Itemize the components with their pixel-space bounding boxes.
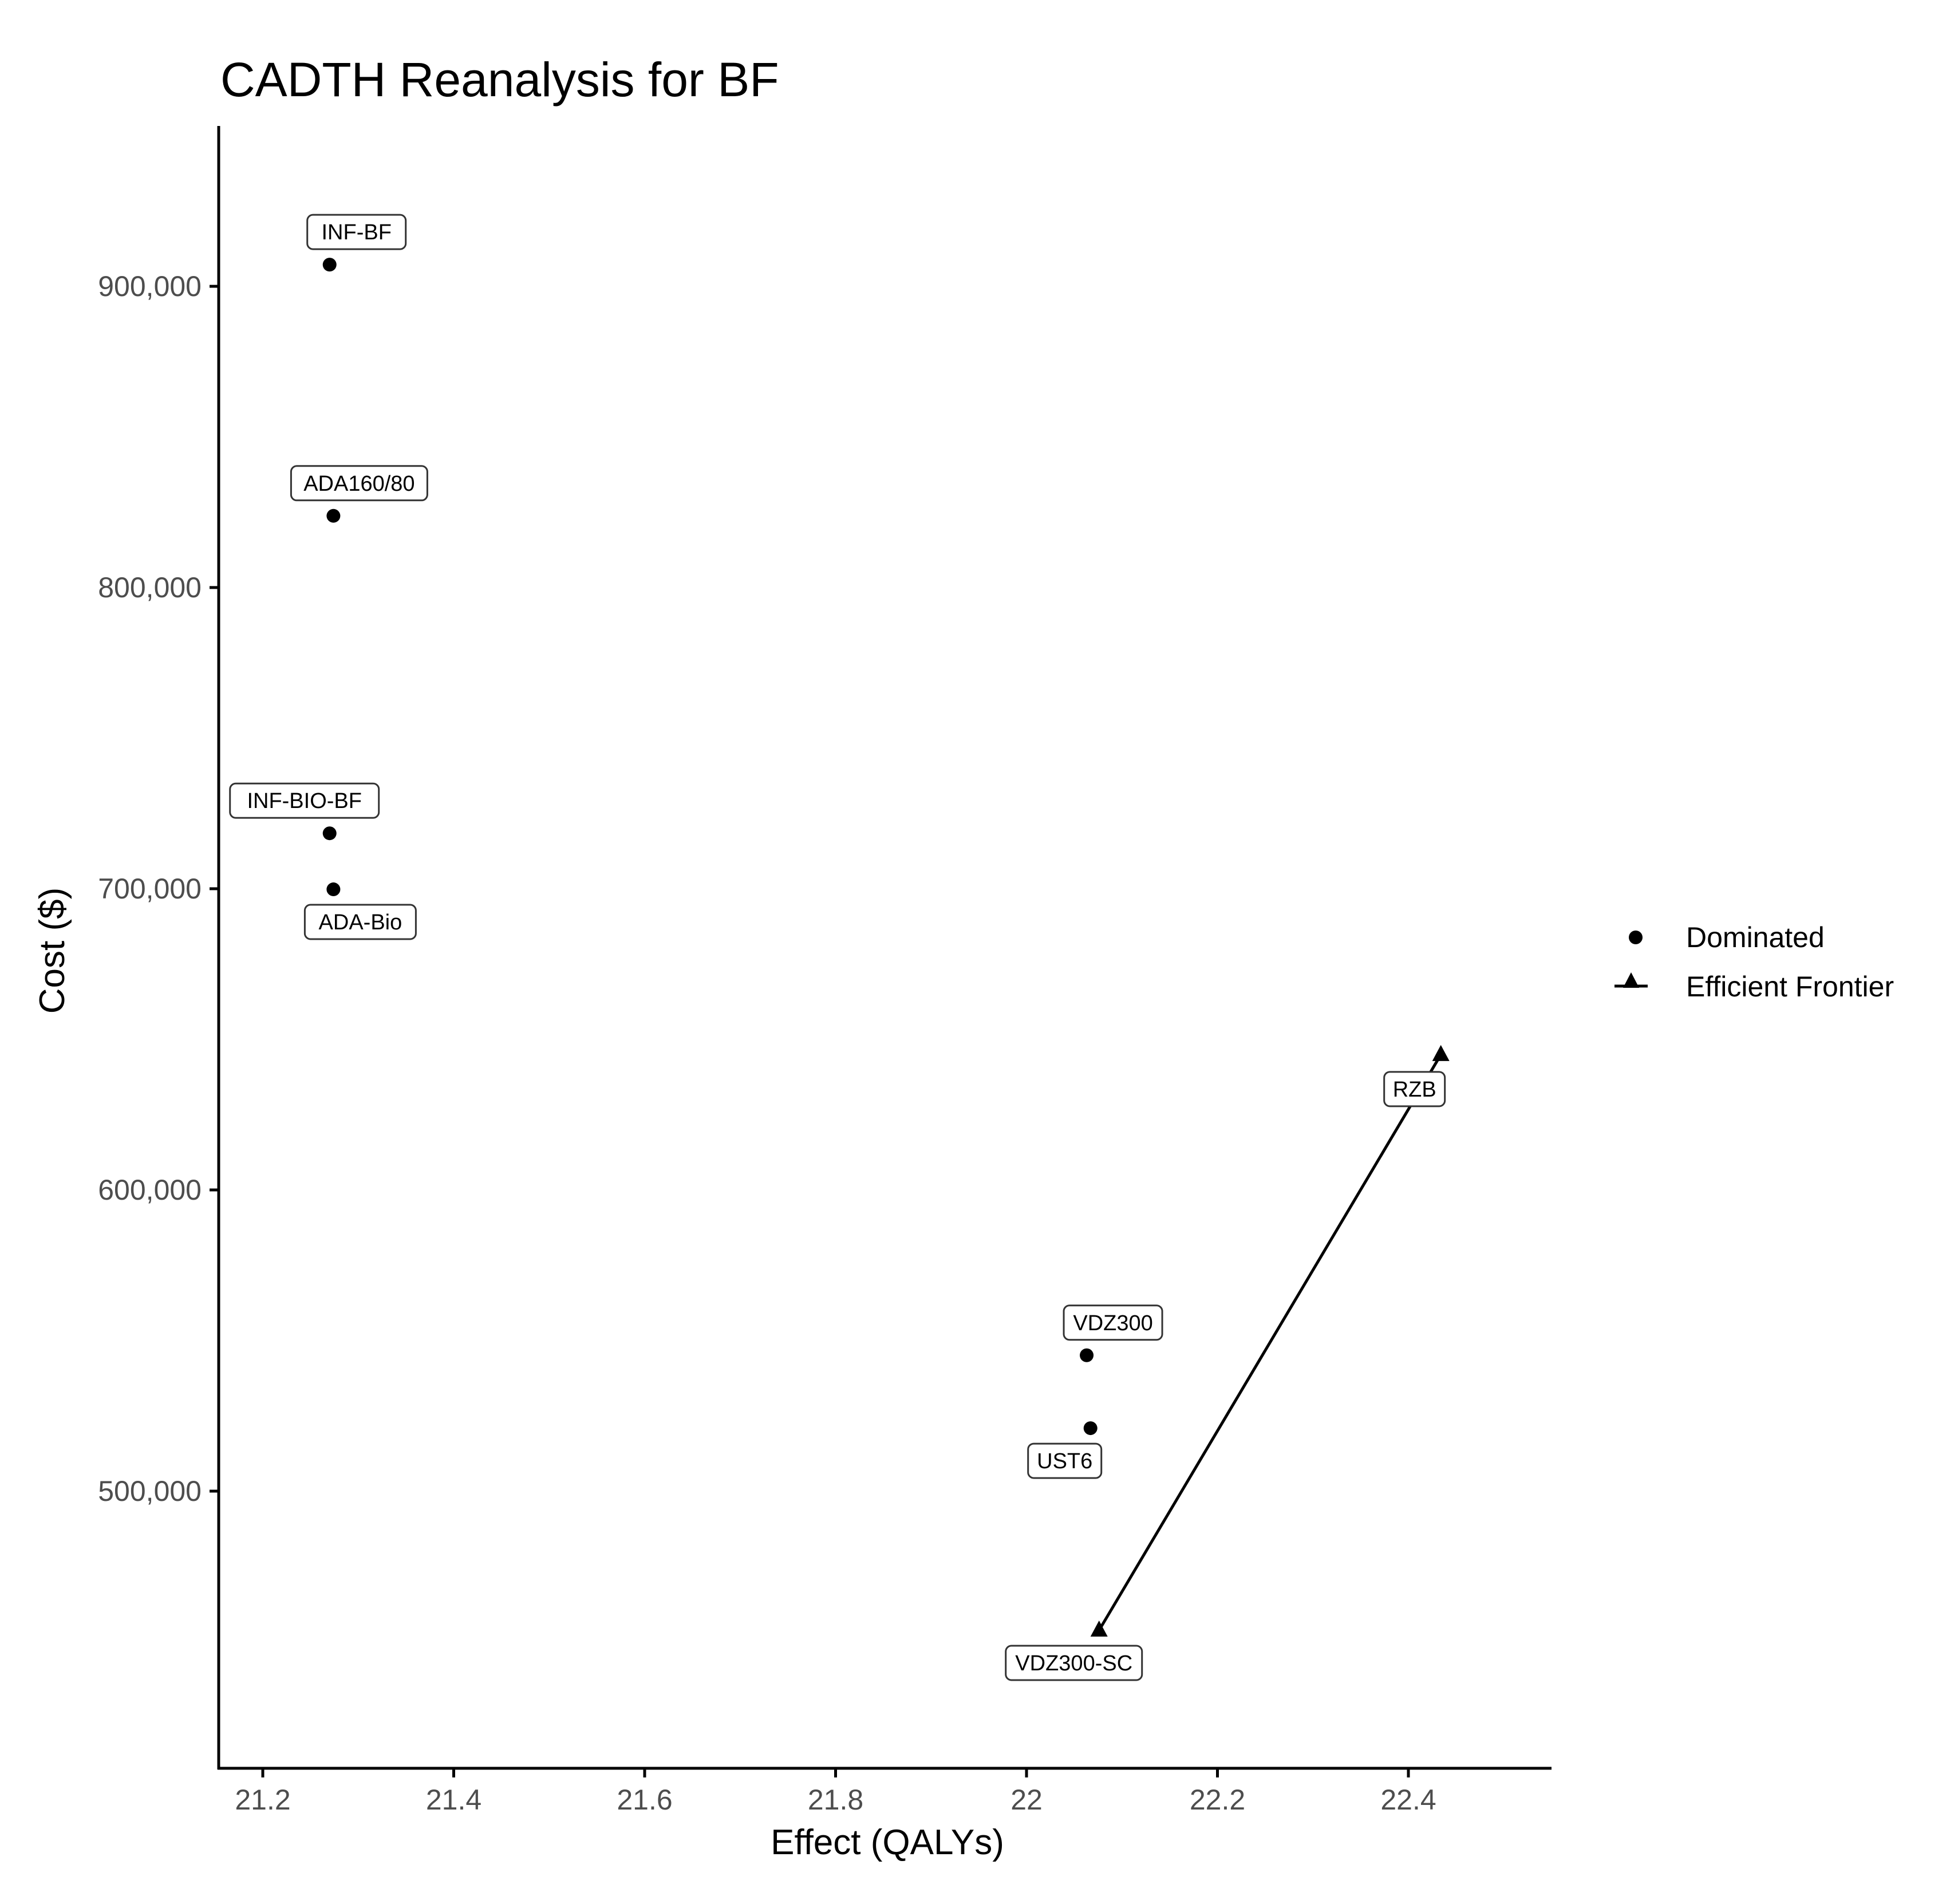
point-label-text: VDZ300-SC	[1015, 1651, 1132, 1676]
x-tick-label: 22.2	[1190, 1784, 1245, 1816]
point-label-text: ADA160/80	[303, 472, 415, 496]
label-box	[306, 214, 407, 250]
point-label: VDZ300	[1063, 1304, 1163, 1341]
point-label: VDZ300-SC	[1005, 1645, 1143, 1681]
x-tick-label: 21.8	[808, 1784, 863, 1816]
plot-area: 500,000 600,000 700,000 800,000 900,000 21.2…	[98, 126, 1552, 1816]
label-box	[1005, 1645, 1143, 1681]
x-tick-label: 22	[1010, 1784, 1043, 1816]
point-label-text: VDZ300	[1073, 1311, 1152, 1335]
point-label: ADA-Bio	[303, 904, 417, 940]
y-tick-label: 500,000	[98, 1475, 202, 1507]
frontier-path	[1098, 1054, 1442, 1631]
legend: Dominated Efficient Frontier	[1614, 921, 1894, 1003]
circle-marker-icon	[1629, 931, 1643, 944]
y-axis-title: Cost ($)	[33, 888, 72, 1014]
circle-point-marker	[322, 826, 337, 841]
triangle-point-marker	[1090, 1621, 1108, 1637]
data-points	[322, 258, 1450, 1637]
circle-point-marker	[1080, 1348, 1094, 1362]
label-box	[1063, 1304, 1163, 1341]
triangle-point-marker	[1432, 1044, 1450, 1061]
x-axis-title: Effect (QALYs)	[771, 1823, 1004, 1862]
label-box	[229, 782, 380, 819]
legend-item-dominated: Dominated	[1629, 921, 1825, 953]
circle-point-marker	[1083, 1421, 1098, 1436]
label-box	[303, 904, 417, 940]
point-label: INF-BIO-BF	[229, 782, 380, 819]
point-label-text: UST6	[1037, 1449, 1092, 1473]
circle-point-marker	[326, 508, 341, 523]
point-label-text: INF-BF	[322, 220, 392, 245]
efficient-frontier-line	[1098, 1054, 1442, 1631]
point-label: UST6	[1027, 1442, 1103, 1479]
x-tick-label: 21.6	[617, 1784, 672, 1816]
point-label-text: INF-BIO-BF	[247, 789, 362, 813]
legend-item-efficient-frontier: Efficient Frontier	[1614, 971, 1894, 1003]
x-axis-ticks: 21.2 21.4 21.6 21.8 22 22.2 22.4	[235, 1768, 1436, 1816]
x-tick-label: 22.4	[1380, 1784, 1436, 1816]
y-tick-label: 800,000	[98, 571, 202, 604]
legend-label-dominated: Dominated	[1686, 921, 1825, 953]
label-box	[1383, 1071, 1446, 1107]
point-label-text: RZB	[1393, 1078, 1436, 1102]
label-box	[1027, 1442, 1103, 1479]
point-label: INF-BF	[306, 214, 407, 250]
x-tick-label: 21.2	[235, 1784, 290, 1816]
y-tick-label: 900,000	[98, 270, 202, 302]
x-tick-label: 21.4	[426, 1784, 481, 1816]
circle-point-marker	[322, 258, 337, 272]
circle-point-marker	[326, 882, 341, 897]
y-tick-label: 700,000	[98, 873, 202, 905]
label-box	[290, 465, 428, 502]
triangle-marker-icon	[1623, 972, 1639, 988]
point-labels: INF-BF ADA160/80 INF-BIO-BF ADA-Bio VDZ300 US…	[229, 214, 1446, 1681]
y-tick-label: 600,000	[98, 1174, 202, 1206]
point-label-text: ADA-Bio	[319, 910, 402, 935]
y-axis-ticks: 500,000 600,000 700,000 800,000 900,000	[98, 270, 219, 1507]
point-label: ADA160/80	[290, 465, 428, 502]
chart-title: CADTH Reanalysis for BF	[220, 53, 779, 107]
point-label: RZB	[1383, 1071, 1446, 1107]
legend-label-efficient-frontier: Efficient Frontier	[1686, 971, 1894, 1003]
